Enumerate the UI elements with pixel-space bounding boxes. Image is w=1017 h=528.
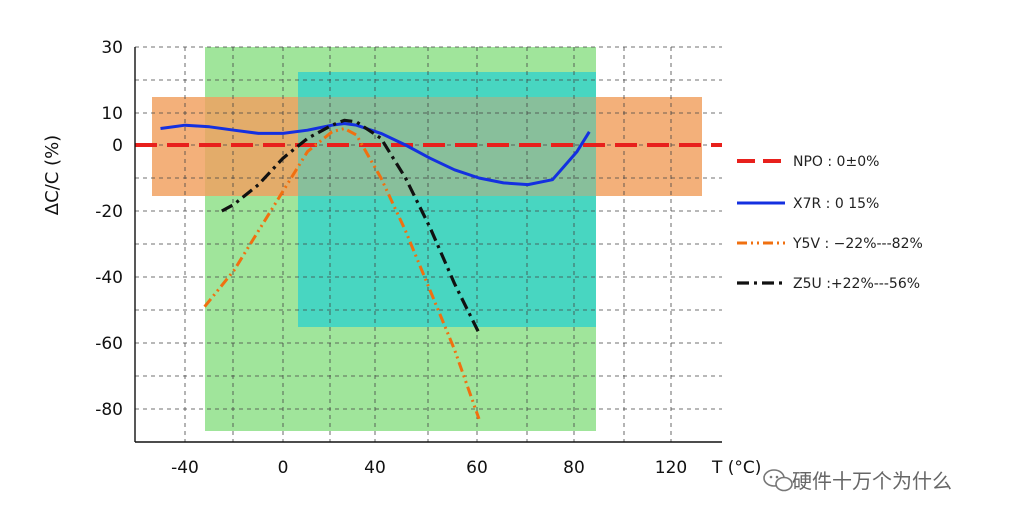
- y-tick-label: -80: [95, 400, 123, 420]
- y-axis-label: ΔC/C (%): [42, 135, 63, 215]
- x-tick-label: -40: [171, 458, 199, 478]
- legend-label: Z5U :+22%---56%: [793, 276, 920, 292]
- series-line: [221, 118, 481, 334]
- x-tick-label: 80: [563, 458, 585, 478]
- axes: [134, 47, 722, 443]
- y-tick-label: 10: [101, 104, 123, 124]
- x-tick-label: 40: [364, 458, 386, 478]
- x-axis-label: T (°C): [711, 458, 761, 478]
- legend-label: Y5V : −22%---82%: [792, 236, 923, 252]
- x-tick-label: 0: [278, 458, 289, 478]
- legend: NPO : 0±0% X7R : 0 15% Y5V : −22%---82% Z5U…: [737, 154, 923, 292]
- y-tick-label: 30: [101, 38, 123, 58]
- watermark-text: 硬件十万个为什么: [792, 469, 952, 493]
- legend-label: NPO : 0±0%: [793, 154, 879, 170]
- shaded-regions: [152, 47, 702, 431]
- wechat-icon: [763, 469, 793, 492]
- y-tick-label: 0: [112, 136, 123, 156]
- region-z5u: [298, 72, 596, 327]
- watermark: 硬件十万个为什么: [763, 469, 952, 493]
- x-tick-label: 60: [466, 458, 488, 478]
- x-tick-label: 120: [655, 458, 687, 478]
- tick-labels: 30 10 0 -20 -40 -60 -80 -40 0 40 60 80 120: [95, 38, 687, 478]
- series-lines: [135, 118, 722, 420]
- y-tick-label: -20: [95, 202, 123, 222]
- series-line: [203, 127, 481, 420]
- legend-label: X7R : 0 15%: [793, 196, 879, 212]
- y-tick-label: -40: [95, 268, 123, 288]
- y-tick-label: -60: [95, 334, 123, 354]
